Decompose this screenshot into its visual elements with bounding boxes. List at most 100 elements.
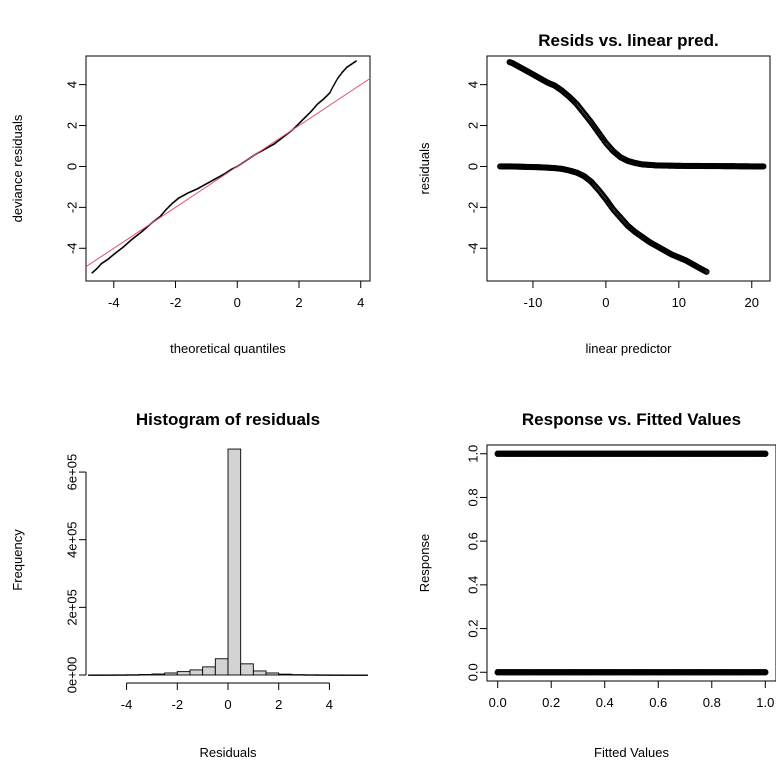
y-axis-title: residuals bbox=[417, 142, 432, 195]
y-tick-label: 0.8 bbox=[465, 488, 480, 506]
qq-point bbox=[331, 88, 333, 90]
qq-point bbox=[332, 85, 334, 88]
histogram-bar bbox=[341, 674, 356, 676]
x-tick-label: -4 bbox=[108, 295, 120, 310]
x-axis-title: linear predictor bbox=[586, 341, 673, 356]
histogram-bar bbox=[316, 674, 330, 676]
upper-residual-point bbox=[760, 163, 767, 170]
y-tick-label: 0.2 bbox=[465, 620, 480, 638]
histogram-of-residuals-panel: -4 -2 0 2 4 0e+00 2e+05 4e+05 6e+05 Histogram of … bbox=[10, 410, 368, 760]
qq-point bbox=[340, 73, 342, 75]
qq-point bbox=[333, 82, 336, 85]
histogram-bar bbox=[189, 669, 204, 676]
x-tick-label: 0.2 bbox=[542, 695, 560, 710]
qq-point bbox=[332, 84, 335, 87]
panel-title: Resids vs. linear pred. bbox=[538, 31, 718, 50]
histogram-bar bbox=[113, 674, 128, 676]
lower-residual-point bbox=[703, 268, 710, 275]
response-one-point bbox=[762, 450, 769, 457]
y-tick-label: 0 bbox=[465, 163, 480, 170]
y-tick-label: 0 bbox=[64, 163, 79, 170]
y-tick-label: -2 bbox=[64, 202, 79, 214]
y-tick-label: -4 bbox=[465, 242, 480, 254]
y-tick-label: 0.0 bbox=[465, 663, 480, 681]
plot-frame bbox=[486, 55, 771, 282]
y-tick-label: 4e+05 bbox=[64, 521, 79, 558]
x-axis-title: Residuals bbox=[199, 745, 257, 760]
qq-point bbox=[338, 76, 340, 78]
x-tick-label: 10 bbox=[672, 295, 686, 310]
x-axis-title: Fitted Values bbox=[594, 745, 669, 760]
y-tick-label: 4 bbox=[465, 81, 480, 88]
qq-point bbox=[330, 89, 333, 91]
histogram-bar bbox=[126, 674, 140, 676]
y-tick-label: 2e+05 bbox=[64, 589, 79, 626]
y-tick-label: 1.0 bbox=[465, 445, 480, 463]
x-tick-label: 0 bbox=[602, 295, 609, 310]
x-tick-label: -2 bbox=[170, 295, 182, 310]
qq-point bbox=[330, 90, 332, 92]
y-axis-title: Response bbox=[417, 534, 432, 593]
y-axis-title: Frequency bbox=[10, 529, 25, 591]
histogram-bar bbox=[290, 674, 305, 676]
x-tick-label: 0.4 bbox=[596, 695, 614, 710]
y-tick-label: 0.6 bbox=[465, 532, 480, 550]
x-tick-label: 4 bbox=[326, 697, 333, 712]
qq-point bbox=[331, 87, 334, 89]
x-tick-label: 2 bbox=[295, 295, 302, 310]
x-tick-label: 4 bbox=[357, 295, 364, 310]
response-vs-fitted-panel: 0.0 0.2 0.4 0.6 0.8 1.0 0.0 0.2 0.4 0.6 0.8 1.0 Fitt… bbox=[417, 410, 776, 760]
histogram-bar bbox=[151, 673, 166, 676]
panel-title: Response vs. Fitted Values bbox=[522, 410, 741, 429]
histogram-bar bbox=[252, 670, 267, 676]
qq-point bbox=[339, 73, 342, 76]
histogram-bar bbox=[202, 666, 216, 676]
y-tick-label: -2 bbox=[465, 202, 480, 214]
plot-frame bbox=[85, 55, 371, 282]
histogram-bar bbox=[278, 673, 292, 676]
x-tick-label: 0 bbox=[224, 697, 231, 712]
qq-point bbox=[335, 80, 337, 83]
resids-vs-linear-pred-panel: -10 0 10 20 -4 -2 0 2 4 linear predictor residuals… bbox=[417, 31, 771, 356]
x-tick-label: 2 bbox=[275, 697, 282, 712]
panel-title: Histogram of residuals bbox=[136, 410, 320, 429]
y-tick-label: 2 bbox=[465, 122, 480, 129]
y-tick-label: 2 bbox=[64, 122, 79, 129]
histogram-bar bbox=[354, 674, 368, 676]
qq-point bbox=[340, 72, 343, 74]
x-tick-label: -2 bbox=[172, 697, 184, 712]
qq-point bbox=[336, 78, 338, 81]
x-axis-title: theoretical quantiles bbox=[170, 341, 286, 356]
y-tick-label: 6e+05 bbox=[64, 454, 79, 491]
qq-point bbox=[329, 91, 332, 93]
histogram-bar bbox=[88, 674, 102, 676]
histogram-bar bbox=[176, 671, 191, 676]
y-axis-title: deviance residuals bbox=[10, 114, 25, 222]
qq-point bbox=[329, 92, 331, 94]
histogram-bar bbox=[214, 658, 229, 676]
x-tick-label: 0.0 bbox=[489, 695, 507, 710]
qq-point bbox=[333, 83, 335, 86]
y-tick-label: -4 bbox=[64, 242, 79, 254]
qq-point bbox=[355, 60, 357, 62]
histogram-bar bbox=[328, 674, 343, 676]
histogram-bar bbox=[227, 448, 242, 676]
x-tick-label: 20 bbox=[745, 295, 759, 310]
y-tick-label: 4 bbox=[64, 81, 79, 88]
x-tick-label: 0.6 bbox=[649, 695, 667, 710]
plot-frame bbox=[486, 444, 776, 682]
qq-point bbox=[339, 74, 341, 77]
y-tick-label: 0e+00 bbox=[64, 657, 79, 694]
histogram-bar bbox=[138, 674, 153, 676]
histogram-bar bbox=[100, 674, 115, 676]
qq-reference-line bbox=[85, 78, 371, 268]
histogram-bar bbox=[240, 663, 254, 676]
x-tick-label: 0 bbox=[234, 295, 241, 310]
qq-point bbox=[335, 79, 338, 82]
histogram-bar bbox=[265, 672, 280, 676]
histogram-bar bbox=[303, 674, 318, 676]
histogram-bar bbox=[164, 672, 178, 676]
x-tick-label: -10 bbox=[524, 295, 543, 310]
qq-point bbox=[338, 75, 341, 77]
